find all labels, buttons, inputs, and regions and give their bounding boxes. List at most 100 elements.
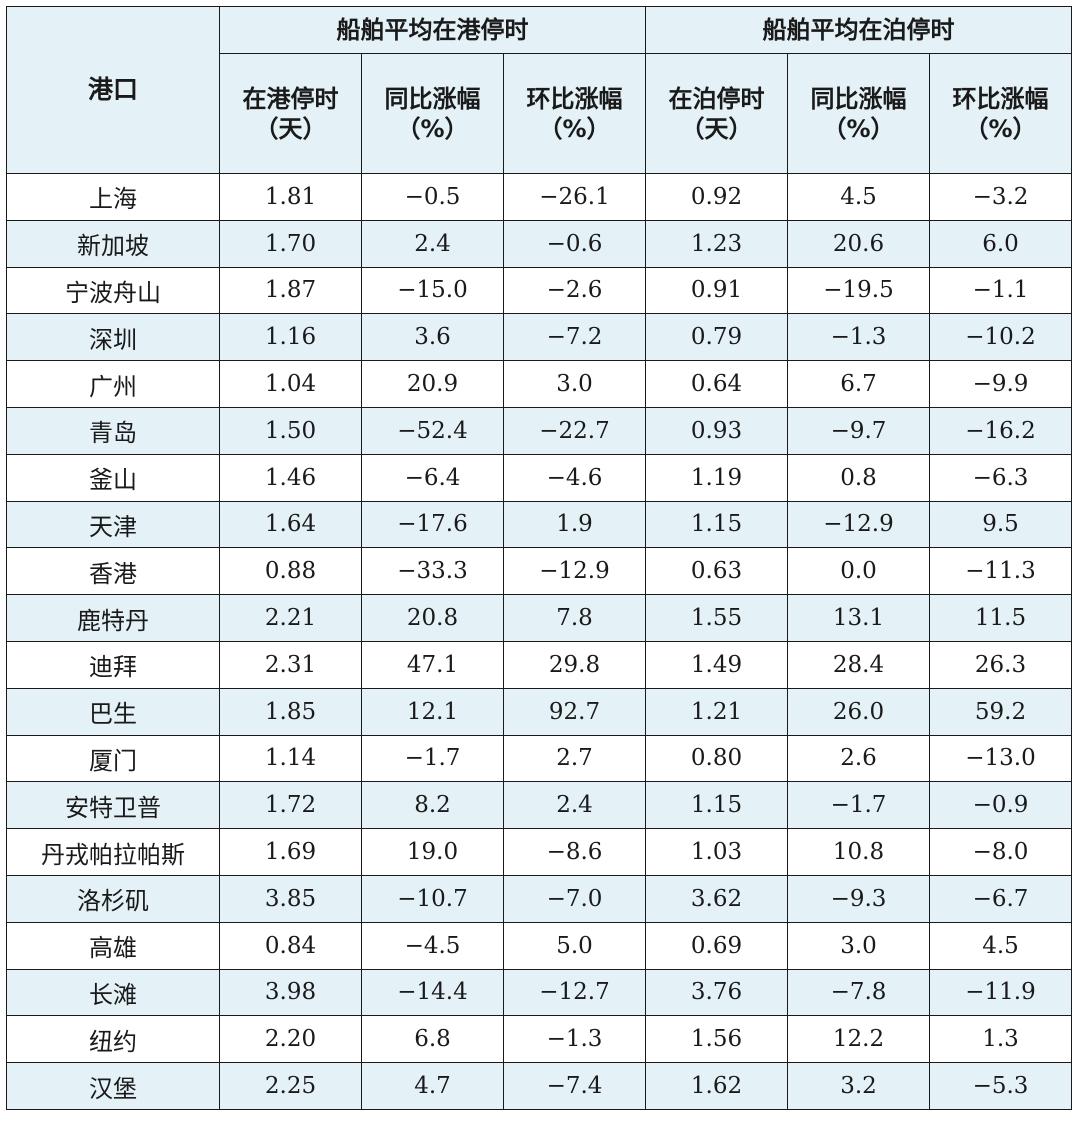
cell-port-mom: −7.0 bbox=[503, 874, 646, 923]
port-name-cell: 鹿特丹 bbox=[6, 594, 220, 642]
table-row: 天津 1.64 −17.6 1.9 1.15 −12.9 9.5 bbox=[6, 500, 1072, 549]
cell-port-mom: 3.0 bbox=[503, 360, 646, 408]
group-header-berth-stay: 船舶平均在泊停时 bbox=[645, 6, 1072, 54]
cell-port-yoy: 20.8 bbox=[361, 594, 504, 642]
cell-berth-yoy: 3.2 bbox=[787, 1062, 930, 1110]
cell-port-mom: −2.6 bbox=[503, 266, 646, 315]
cell-berth-yoy: 12.2 bbox=[787, 1015, 930, 1064]
table-row: 纽约 2.20 6.8 −1.3 1.56 12.2 1.3 bbox=[6, 1015, 1072, 1064]
table-row: 迪拜 2.31 47.1 29.8 1.49 28.4 26.3 bbox=[6, 640, 1072, 689]
cell-berth-days: 1.55 bbox=[645, 594, 788, 642]
port-column-header: 港口 bbox=[6, 6, 220, 174]
cell-port-yoy: 3.6 bbox=[361, 313, 504, 362]
table-row: 丹戎帕拉帕斯 1.69 19.0 −8.6 1.03 10.8 −8.0 bbox=[6, 828, 1072, 876]
subheader-label: 在泊停时 bbox=[668, 84, 765, 113]
subheader-berth-days: 在泊停时 （天） bbox=[645, 53, 788, 174]
cell-port-days: 1.04 bbox=[219, 360, 362, 408]
table-row: 青岛 1.50 −52.4 −22.7 0.93 −9.7 −16.2 bbox=[6, 406, 1072, 455]
cell-port-days: 1.81 bbox=[219, 173, 362, 221]
subheader-berth-mom: 环比涨幅 （%） bbox=[929, 53, 1072, 174]
port-name-cell: 安特卫普 bbox=[6, 781, 220, 830]
cell-berth-mom: −11.9 bbox=[929, 968, 1072, 1017]
cell-port-mom: −12.9 bbox=[503, 547, 646, 596]
cell-port-yoy: −17.6 bbox=[361, 500, 504, 549]
subheader-port-mom: 环比涨幅 （%） bbox=[503, 53, 646, 174]
cell-berth-yoy: −9.3 bbox=[787, 874, 930, 923]
cell-port-yoy: −4.5 bbox=[361, 921, 504, 970]
cell-berth-yoy: −12.9 bbox=[787, 500, 930, 549]
port-name-cell: 香港 bbox=[6, 547, 220, 596]
port-name-cell: 纽约 bbox=[6, 1015, 220, 1064]
cell-port-days: 1.72 bbox=[219, 781, 362, 830]
table-row: 釜山 1.46 −6.4 −4.6 1.19 0.8 −6.3 bbox=[6, 453, 1072, 502]
cell-berth-days: 1.56 bbox=[645, 1015, 788, 1064]
cell-port-days: 1.87 bbox=[219, 266, 362, 315]
cell-berth-yoy: 0.8 bbox=[787, 453, 930, 502]
port-name-cell: 洛杉矶 bbox=[6, 874, 220, 923]
cell-port-yoy: 19.0 bbox=[361, 828, 504, 876]
cell-port-days: 1.85 bbox=[219, 687, 362, 736]
port-name-cell: 迪拜 bbox=[6, 640, 220, 689]
subheader-label: 同比涨幅 bbox=[810, 84, 907, 113]
table-row: 深圳 1.16 3.6 −7.2 0.79 −1.3 −10.2 bbox=[6, 313, 1072, 362]
cell-berth-days: 1.15 bbox=[645, 781, 788, 830]
table-header: 港口 船舶平均在港停时 船舶平均在泊停时 在港停时 （天） 同比涨幅 （%） 环比涨幅（… bbox=[6, 6, 1072, 174]
port-name-cell: 新加坡 bbox=[6, 219, 220, 268]
port-name-cell: 青岛 bbox=[6, 406, 220, 455]
cell-port-mom: −7.2 bbox=[503, 313, 646, 362]
subheader-unit: （%） bbox=[538, 114, 611, 143]
cell-berth-mom: 26.3 bbox=[929, 640, 1072, 689]
port-name-cell: 釜山 bbox=[6, 453, 220, 502]
port-name-cell: 上海 bbox=[6, 173, 220, 221]
cell-berth-yoy: −9.7 bbox=[787, 406, 930, 455]
table-row: 汉堡 2.25 4.7 −7.4 1.62 3.2 −5.3 bbox=[6, 1062, 1072, 1110]
cell-port-mom: −4.6 bbox=[503, 453, 646, 502]
cell-berth-mom: −9.9 bbox=[929, 360, 1072, 408]
cell-port-yoy: 12.1 bbox=[361, 687, 504, 736]
cell-port-days: 1.69 bbox=[219, 828, 362, 876]
table-row: 长滩 3.98 −14.4 −12.7 3.76 −7.8 −11.9 bbox=[6, 968, 1072, 1017]
cell-berth-days: 0.80 bbox=[645, 734, 788, 783]
table-row: 鹿特丹 2.21 20.8 7.8 1.55 13.1 11.5 bbox=[6, 594, 1072, 642]
cell-port-yoy: −14.4 bbox=[361, 968, 504, 1017]
cell-berth-days: 1.21 bbox=[645, 687, 788, 736]
cell-berth-days: 3.76 bbox=[645, 968, 788, 1017]
port-name-cell: 宁波舟山 bbox=[6, 266, 220, 315]
port-name-cell: 高雄 bbox=[6, 921, 220, 970]
cell-berth-mom: 6.0 bbox=[929, 219, 1072, 268]
cell-port-yoy: 2.4 bbox=[361, 219, 504, 268]
cell-berth-mom: −6.3 bbox=[929, 453, 1072, 502]
cell-berth-mom: −1.1 bbox=[929, 266, 1072, 315]
subheader-label: 在港停时 bbox=[242, 84, 339, 113]
cell-berth-yoy: 3.0 bbox=[787, 921, 930, 970]
cell-port-yoy: 8.2 bbox=[361, 781, 504, 830]
cell-port-days: 1.70 bbox=[219, 219, 362, 268]
subheader-unit: （%） bbox=[822, 114, 895, 143]
cell-port-days: 2.31 bbox=[219, 640, 362, 689]
cell-port-days: 2.21 bbox=[219, 594, 362, 642]
port-name-cell: 天津 bbox=[6, 500, 220, 549]
cell-port-days: 1.64 bbox=[219, 500, 362, 549]
cell-port-yoy: −15.0 bbox=[361, 266, 504, 315]
cell-berth-yoy: 28.4 bbox=[787, 640, 930, 689]
cell-berth-days: 0.79 bbox=[645, 313, 788, 362]
subheader-unit: （天） bbox=[680, 114, 753, 143]
cell-port-mom: −12.7 bbox=[503, 968, 646, 1017]
subheader-unit: （%） bbox=[964, 114, 1037, 143]
cell-berth-yoy: −1.3 bbox=[787, 313, 930, 362]
cell-berth-mom: 59.2 bbox=[929, 687, 1072, 736]
table-row: 洛杉矶 3.85 −10.7 −7.0 3.62 −9.3 −6.7 bbox=[6, 874, 1072, 923]
table-row: 广州 1.04 20.9 3.0 0.64 6.7 −9.9 bbox=[6, 360, 1072, 408]
table-body: 上海 1.81 −0.5 −26.1 0.92 4.5 −3.2 新加坡 1.70 2.4 −0.6… bbox=[6, 173, 1072, 1110]
cell-berth-mom: 11.5 bbox=[929, 594, 1072, 642]
cell-port-days: 2.20 bbox=[219, 1015, 362, 1064]
group-header-port-stay: 船舶平均在港停时 bbox=[219, 6, 646, 54]
cell-port-days: 3.85 bbox=[219, 874, 362, 923]
cell-port-mom: −22.7 bbox=[503, 406, 646, 455]
cell-berth-mom: 4.5 bbox=[929, 921, 1072, 970]
port-name-cell: 丹戎帕拉帕斯 bbox=[6, 828, 220, 876]
subheader-unit: （%） bbox=[396, 114, 469, 143]
cell-berth-days: 0.92 bbox=[645, 173, 788, 221]
cell-berth-yoy: −7.8 bbox=[787, 968, 930, 1017]
port-name-cell: 广州 bbox=[6, 360, 220, 408]
